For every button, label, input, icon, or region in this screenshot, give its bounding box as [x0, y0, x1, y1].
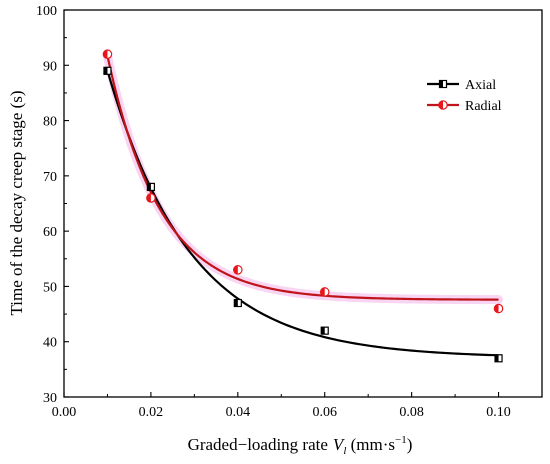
radial-data-point	[146, 193, 156, 203]
x-tick-label: 0.06	[312, 405, 337, 420]
radial-data-point	[493, 303, 504, 314]
x-axis-unit-exponent: −1	[395, 434, 407, 446]
legend-marker	[438, 79, 448, 89]
x-axis-symbol-subscript: l	[343, 445, 346, 457]
confidence-band	[102, 51, 504, 305]
legend-item-radial: Radial	[427, 99, 502, 114]
x-axis-unit-close: )	[407, 435, 413, 454]
x-tick-label: 0.02	[139, 405, 164, 420]
y-tick-label: 30	[43, 391, 57, 406]
x-axis-title: Graded−loading rate Vl (mm·s−1)	[188, 434, 413, 457]
y-tick-label: 100	[36, 4, 57, 19]
data-marker-layer	[102, 49, 504, 363]
x-tick-label: 0.10	[486, 405, 511, 420]
y-tick-label: 80	[43, 115, 57, 130]
x-tick-label: 0.08	[399, 405, 424, 420]
x-axis-title-text: Graded−loading rate	[188, 435, 328, 454]
plot-frame	[63, 9, 543, 398]
axial-data-point	[494, 354, 503, 363]
radial-data-point	[102, 49, 113, 60]
axis-ticks: 0.00 0.02 0.04 0.06 0.08 0.10 30 40 50 60 70 80 90 10…	[36, 4, 543, 420]
confidence-band-layer	[102, 51, 504, 305]
x-axis-unit: (mm·s	[346, 435, 395, 454]
y-tick-label: 90	[43, 59, 57, 74]
radial-data-point	[233, 265, 243, 275]
y-tick-label: 40	[43, 336, 57, 351]
y-tick-label: 70	[43, 170, 57, 185]
y-tick-label: 50	[43, 280, 57, 295]
y-tick-label: 60	[43, 225, 57, 240]
x-axis-symbol: V	[333, 435, 346, 454]
legend: Axial Radial	[427, 78, 502, 114]
legend-label: Axial	[465, 78, 496, 93]
legend-label: Radial	[465, 99, 502, 114]
legend-marker	[438, 100, 448, 110]
axial-data-point	[146, 182, 156, 192]
y-axis-title: Time of the decay creep stage (s)	[7, 90, 26, 315]
x-tick-label: 0.00	[52, 405, 77, 420]
axial-data-point	[103, 66, 112, 75]
axial-data-point	[320, 326, 329, 335]
legend-item-axial: Axial	[427, 78, 496, 93]
fit-curve-radial	[106, 55, 499, 301]
x-tick-label: 0.04	[226, 405, 251, 420]
radial-data-point	[319, 287, 330, 297]
fit-curve-layer	[106, 55, 499, 357]
axial-data-point	[233, 298, 242, 308]
